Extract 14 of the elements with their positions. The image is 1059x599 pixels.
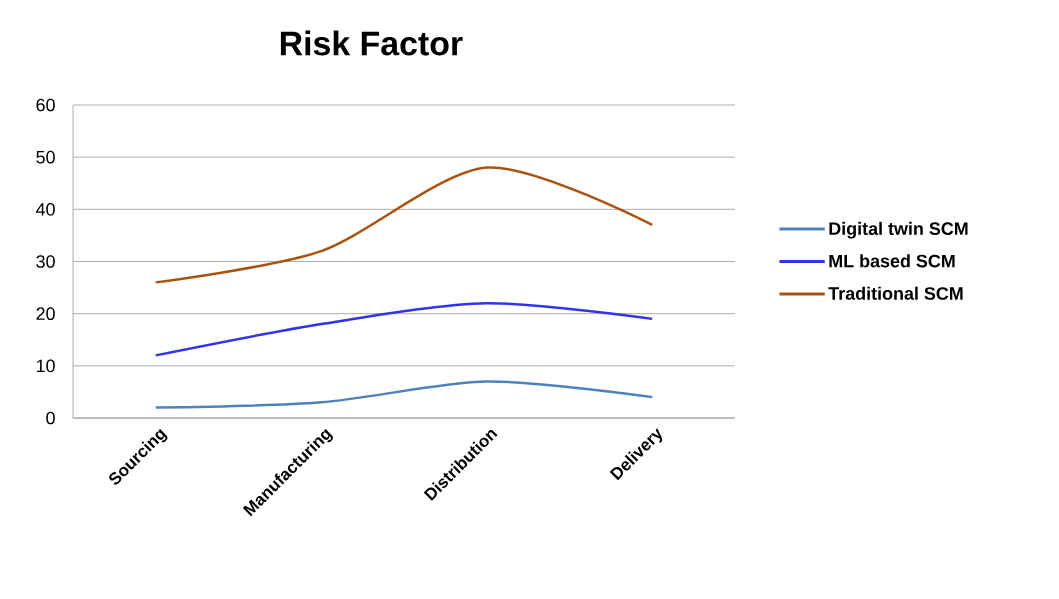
chart-title: Risk Factor xyxy=(280,30,463,56)
y-tick-label: 10 xyxy=(36,359,55,373)
y-tick-label: 30 xyxy=(36,255,55,268)
y-tick-label: 50 xyxy=(36,150,55,164)
line-series xyxy=(154,301,654,357)
line-series xyxy=(154,380,654,409)
line-series xyxy=(154,166,654,284)
legend-label: ML based SCM xyxy=(829,254,955,268)
legend-label: Digital twin SCM xyxy=(829,221,968,239)
y-tick-label: 0 xyxy=(46,411,55,425)
y-tick-label: 20 xyxy=(36,307,55,321)
y-tick-label: 40 xyxy=(35,202,55,216)
legend-label: Traditional SCM xyxy=(828,286,963,300)
y-tick-label: 60 xyxy=(36,98,55,112)
